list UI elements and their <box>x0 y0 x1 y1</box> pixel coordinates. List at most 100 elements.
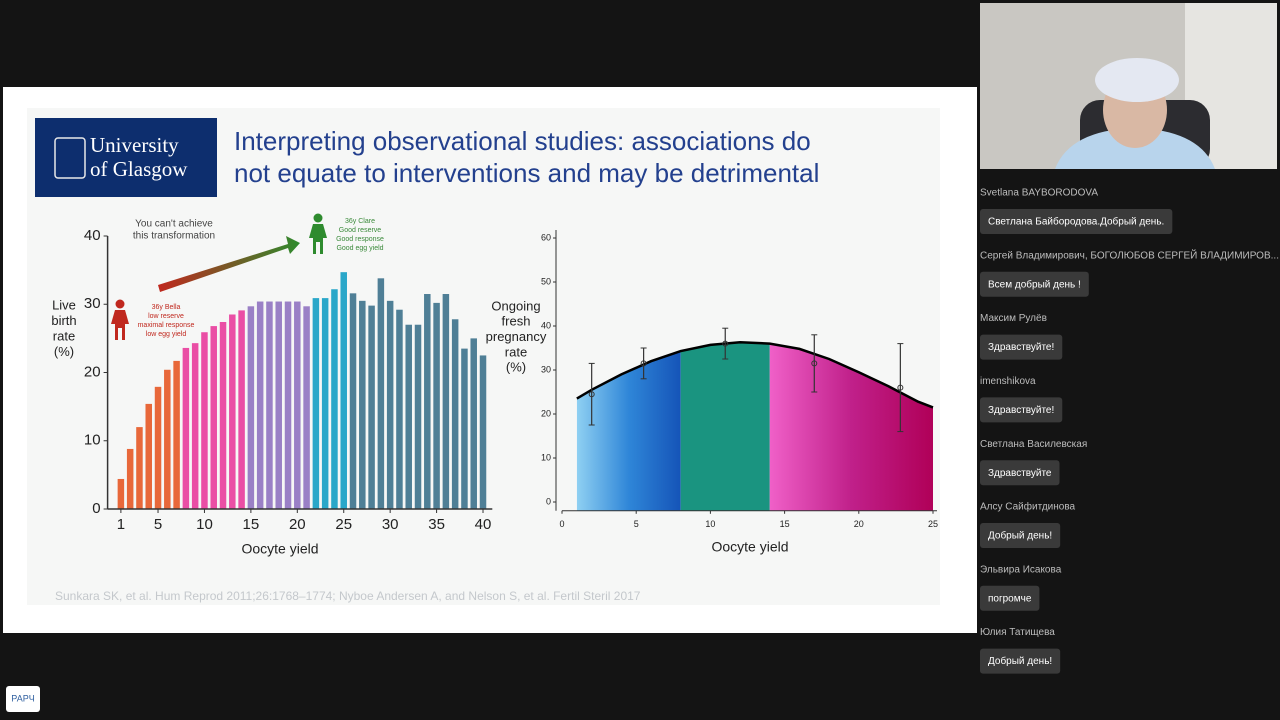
x-tick-label: 20 <box>854 519 864 529</box>
bar <box>396 309 403 509</box>
person-high <box>309 224 327 254</box>
bar <box>386 300 394 509</box>
chat-bubble <box>980 460 1060 486</box>
brand-logo <box>6 686 40 712</box>
bar <box>312 298 320 509</box>
bar <box>126 448 134 509</box>
x-axis-label: Oocyte yield <box>241 541 318 557</box>
annotation: Good egg yield <box>336 245 383 252</box>
bar <box>321 298 329 509</box>
x-tick-label: 15 <box>780 519 790 529</box>
bar <box>164 369 171 509</box>
x-tick-label: 25 <box>335 516 352 533</box>
annotation: Good response <box>336 236 384 243</box>
annotation: low egg yield <box>146 331 187 338</box>
person-high <box>313 213 323 223</box>
y-tick-label: 30 <box>84 295 101 312</box>
chat-message: погромче <box>988 593 1032 604</box>
chat-bubble <box>980 271 1089 297</box>
bar <box>340 272 347 509</box>
bar <box>173 360 180 509</box>
arrow <box>158 236 300 292</box>
chat-message: Всем добрый день ! <box>988 278 1081 290</box>
point <box>897 384 904 391</box>
bar <box>442 294 450 509</box>
point <box>811 360 818 367</box>
chat-author: Сергей Владимирович, БОГОЛЮБОВ СЕРГЕЙ ВЛ… <box>980 248 1279 261</box>
chat-author: Эльвира Исакова <box>980 564 1062 575</box>
annotation: maximal response <box>138 322 195 329</box>
error-bar <box>640 347 647 380</box>
x-tick-label: 1 <box>117 516 125 533</box>
annotation: 36y Bella <box>152 304 181 311</box>
bar <box>284 301 292 509</box>
y-axis-label: pregnancy <box>486 329 547 344</box>
y-axis-label: fresh <box>502 314 531 329</box>
chat-message: Здравствуйте! <box>988 342 1054 353</box>
bar <box>470 338 477 509</box>
chat-author: Светлана Василевская <box>980 439 1087 450</box>
bar <box>461 348 468 509</box>
chat-author: Юлия Татищева <box>980 627 1055 638</box>
annotation: this transformation <box>133 231 215 242</box>
chat-message: Здравствуйте <box>988 468 1052 479</box>
chat-author: Svetlana BAYBORODOVA <box>980 188 1098 199</box>
bar <box>349 293 357 509</box>
x-tick-label: 10 <box>705 519 715 529</box>
bar <box>414 324 422 509</box>
y-axis-label: (%) <box>54 344 74 359</box>
y-tick-label: 60 <box>541 232 551 242</box>
chat-message: Здравствуйте! <box>988 405 1054 416</box>
bar <box>256 301 264 509</box>
annotation: Good reserve <box>339 227 382 234</box>
chat-bubble <box>980 523 1061 548</box>
bar <box>136 427 143 509</box>
bar <box>368 305 375 509</box>
error-bar <box>588 362 595 426</box>
bar <box>359 300 366 509</box>
bar <box>247 306 255 509</box>
logo-text: University <box>90 133 179 157</box>
bar <box>182 347 190 509</box>
chat-message: Добрый день! <box>988 530 1052 542</box>
annotation: low reserve <box>148 313 184 320</box>
bar <box>210 326 217 509</box>
x-tick-label: 15 <box>243 516 260 533</box>
point <box>722 340 729 347</box>
x-tick-label: 5 <box>634 519 639 529</box>
bar <box>145 403 152 509</box>
chat-author: Алсу Сайфитдинова <box>980 501 1076 513</box>
x-tick-label: 30 <box>382 516 399 533</box>
video-cap <box>1095 58 1179 102</box>
y-tick-label: 10 <box>84 432 101 449</box>
y-tick-label: 20 <box>541 408 551 418</box>
chat-bubble <box>980 334 1063 360</box>
chat-author: imenshikova <box>980 376 1036 387</box>
logo-text: of Glasgow <box>90 157 188 181</box>
y-tick-label: 40 <box>541 320 551 330</box>
y-tick-label: 20 <box>84 363 101 380</box>
chat-bubble <box>980 585 1040 611</box>
x-tick-label: 40 <box>475 516 492 533</box>
bar <box>266 301 273 509</box>
bar <box>117 478 125 509</box>
y-axis-label: rate <box>505 344 527 359</box>
logo-box <box>35 118 217 197</box>
bar <box>303 306 310 509</box>
chat-bubble <box>980 397 1063 423</box>
x-tick-label: 35 <box>428 516 445 533</box>
x-tick-label: 0 <box>559 519 564 529</box>
person-low <box>115 299 125 309</box>
x-tick-label: 25 <box>928 519 938 529</box>
y-axis-label: Ongoing <box>491 298 540 313</box>
x-tick-label: 5 <box>154 516 162 533</box>
annotation: You can't achieve <box>135 219 213 230</box>
bar <box>405 324 412 509</box>
bar <box>191 343 199 509</box>
bar <box>424 294 431 509</box>
chat-message: Светлана Байбородова.Добрый день. <box>988 216 1164 228</box>
y-tick-label: 50 <box>541 276 551 286</box>
bar <box>479 355 487 509</box>
y-axis-label: rate <box>53 328 75 343</box>
